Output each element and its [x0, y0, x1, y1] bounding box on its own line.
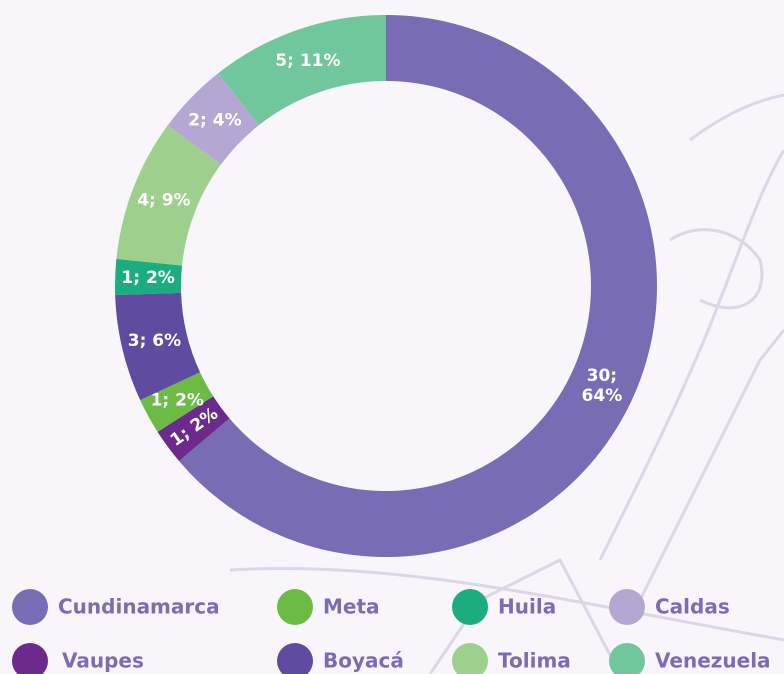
data-label: 1; 2% [151, 390, 204, 410]
slice [140, 372, 214, 432]
data-label: 30; 64% [582, 366, 623, 406]
slice [167, 73, 259, 165]
slice [115, 292, 201, 401]
legend-swatch [452, 643, 488, 674]
legend-swatch [277, 589, 313, 625]
slice [218, 15, 386, 126]
background-drawing [229, 93, 784, 674]
data-label: 2; 4% [188, 111, 241, 131]
legend-swatch [12, 643, 48, 674]
legend-swatch [609, 643, 645, 674]
legend-label: Meta [323, 595, 380, 619]
legend-label: Boyacá [323, 649, 404, 673]
legend-swatch [277, 643, 313, 674]
data-label: 5; 11% [275, 51, 340, 71]
legend-label: Huila [498, 595, 556, 619]
data-label: 1; 2% [121, 268, 174, 288]
legend-label: Cundinamarca [58, 595, 220, 619]
legend-label: Venezuela [655, 649, 771, 673]
data-label: 3; 6% [128, 331, 181, 351]
slice [115, 258, 183, 296]
slice [157, 396, 230, 461]
legend-swatch [452, 589, 488, 625]
data-label: 4; 9% [137, 190, 190, 210]
legend-swatch [12, 589, 48, 625]
slice [116, 125, 221, 266]
legend-swatch [609, 589, 645, 625]
legend-label: Tolima [498, 649, 571, 673]
legend-label: Vaupes [62, 649, 144, 673]
slice [179, 15, 658, 557]
legend-label: Caldas [655, 595, 730, 619]
